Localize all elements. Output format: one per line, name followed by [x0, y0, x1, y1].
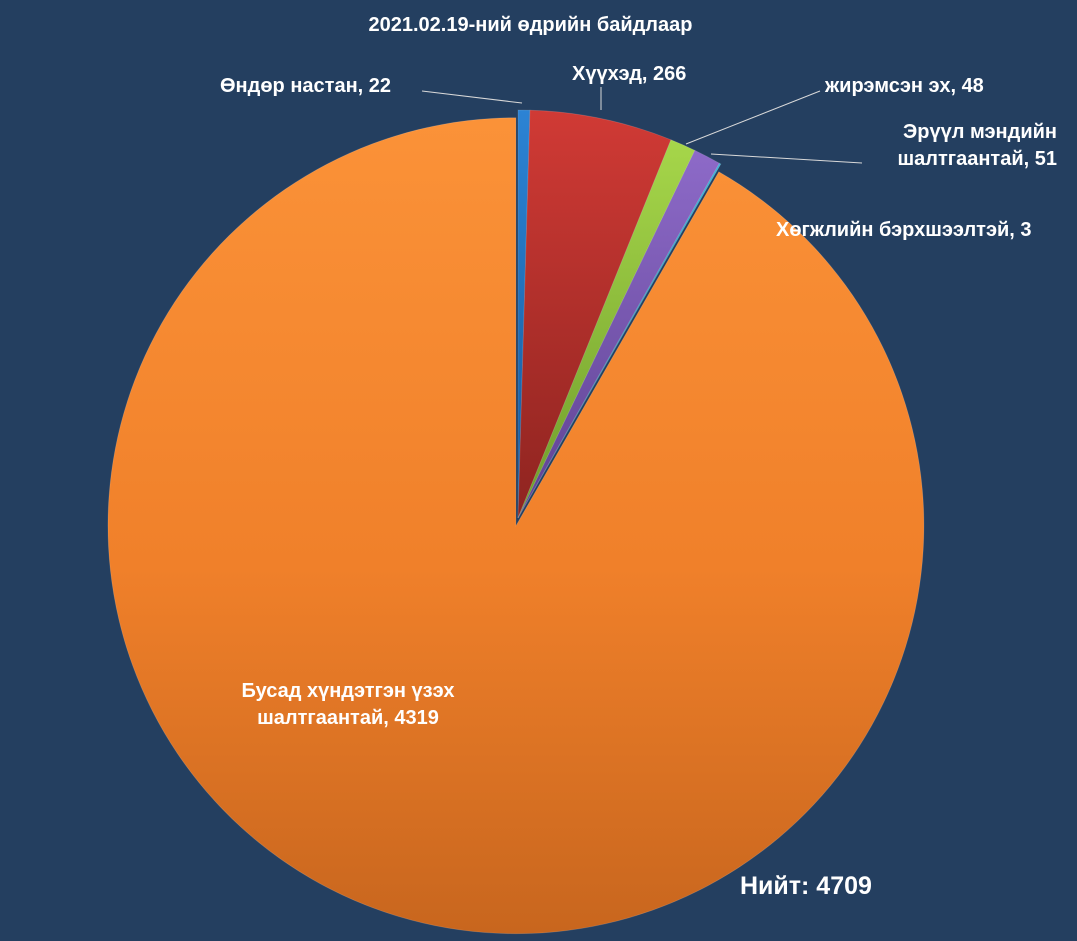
leader-line-1 [421, 90, 523, 104]
chart-title: 2021.02.19-ний өдрийн байдлаар [368, 14, 693, 36]
data-label-5: Хөгжлийн бэрхшээлтэй, 3 [776, 219, 1032, 241]
total-label: Нийт: 4709 [740, 872, 872, 900]
pie-slice-6 [107, 117, 925, 935]
leader-line-4 [710, 153, 863, 164]
leader-line-3 [685, 90, 821, 145]
data-label-2: Хүүхэд, 266 [572, 63, 686, 85]
pie-slice-2 [517, 109, 672, 519]
data-label-6: Бусад хүндэтгэн үзэх шалтгаантай, 4319 [241, 680, 454, 729]
data-label-3: жирэмсэн эх, 48 [824, 75, 984, 97]
data-label-1: Өндөр настан, 22 [220, 75, 391, 97]
data-label-4: Эрүүл мэндийн шалтгаантай, 51 [897, 121, 1057, 170]
pie-slice-4 [517, 149, 720, 519]
pie-slice-5 [517, 162, 722, 519]
pie-slice-1 [517, 109, 531, 519]
pie-slice-3 [517, 139, 696, 519]
